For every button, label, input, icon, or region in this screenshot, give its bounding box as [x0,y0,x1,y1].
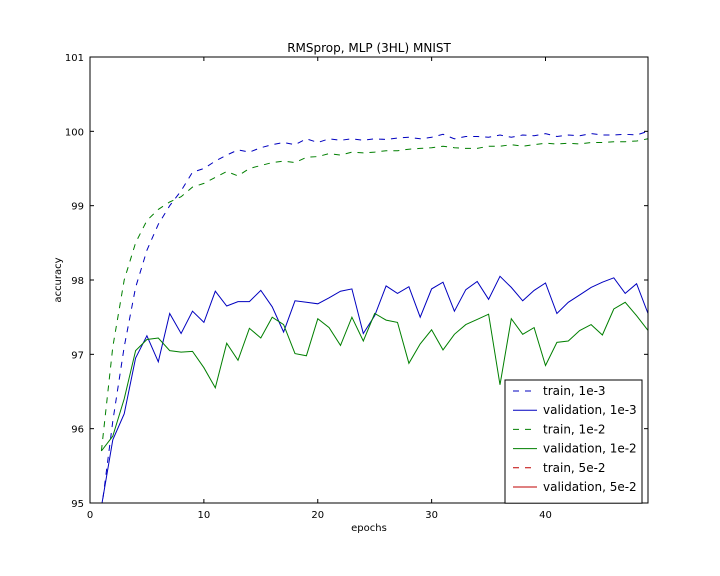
legend-label-1: validation, 1e-3 [543,403,637,417]
series-line-2 [100,138,648,452]
series-line-1 [101,275,648,503]
legend-label-3: validation, 1e-2 [543,442,637,456]
x-tick-label: 10 [198,510,211,521]
legend-label-0: train, 1e-3 [543,384,606,398]
chart-title: RMSprop, MLP (3HL) MNIST [287,41,451,55]
axis-ticks: 0 10 20 30 40 95 96 97 98 99 100 101 [65,53,648,521]
legend: train, 1e-3 validation, 1e-3 train, 1e-2 va… [504,379,643,504]
y-tick-label: 99 [71,202,84,213]
legend-label-5: validation, 5e-2 [543,480,637,494]
legend-label-2: train, 1e-2 [543,422,606,436]
y-tick-label: 95 [71,499,84,510]
x-tick-label: 40 [539,510,552,521]
series-layer [100,130,648,503]
x-tick-label: 30 [425,510,438,521]
y-tick-label: 100 [65,127,84,138]
legend-label-4: train, 5e-2 [543,461,606,475]
x-tick-label: 0 [87,510,93,521]
series-line-3 [101,301,648,452]
y-tick-label: 98 [71,276,84,287]
y-tick-label: 97 [71,350,84,361]
y-axis-label: accuracy [53,257,64,302]
y-tick-label: 96 [71,425,84,436]
legend-box [504,379,643,504]
y-tick-label: 101 [65,53,84,64]
x-axis-label: epochs [351,523,387,534]
series-line-0 [101,130,648,503]
x-tick-label: 20 [311,510,324,521]
